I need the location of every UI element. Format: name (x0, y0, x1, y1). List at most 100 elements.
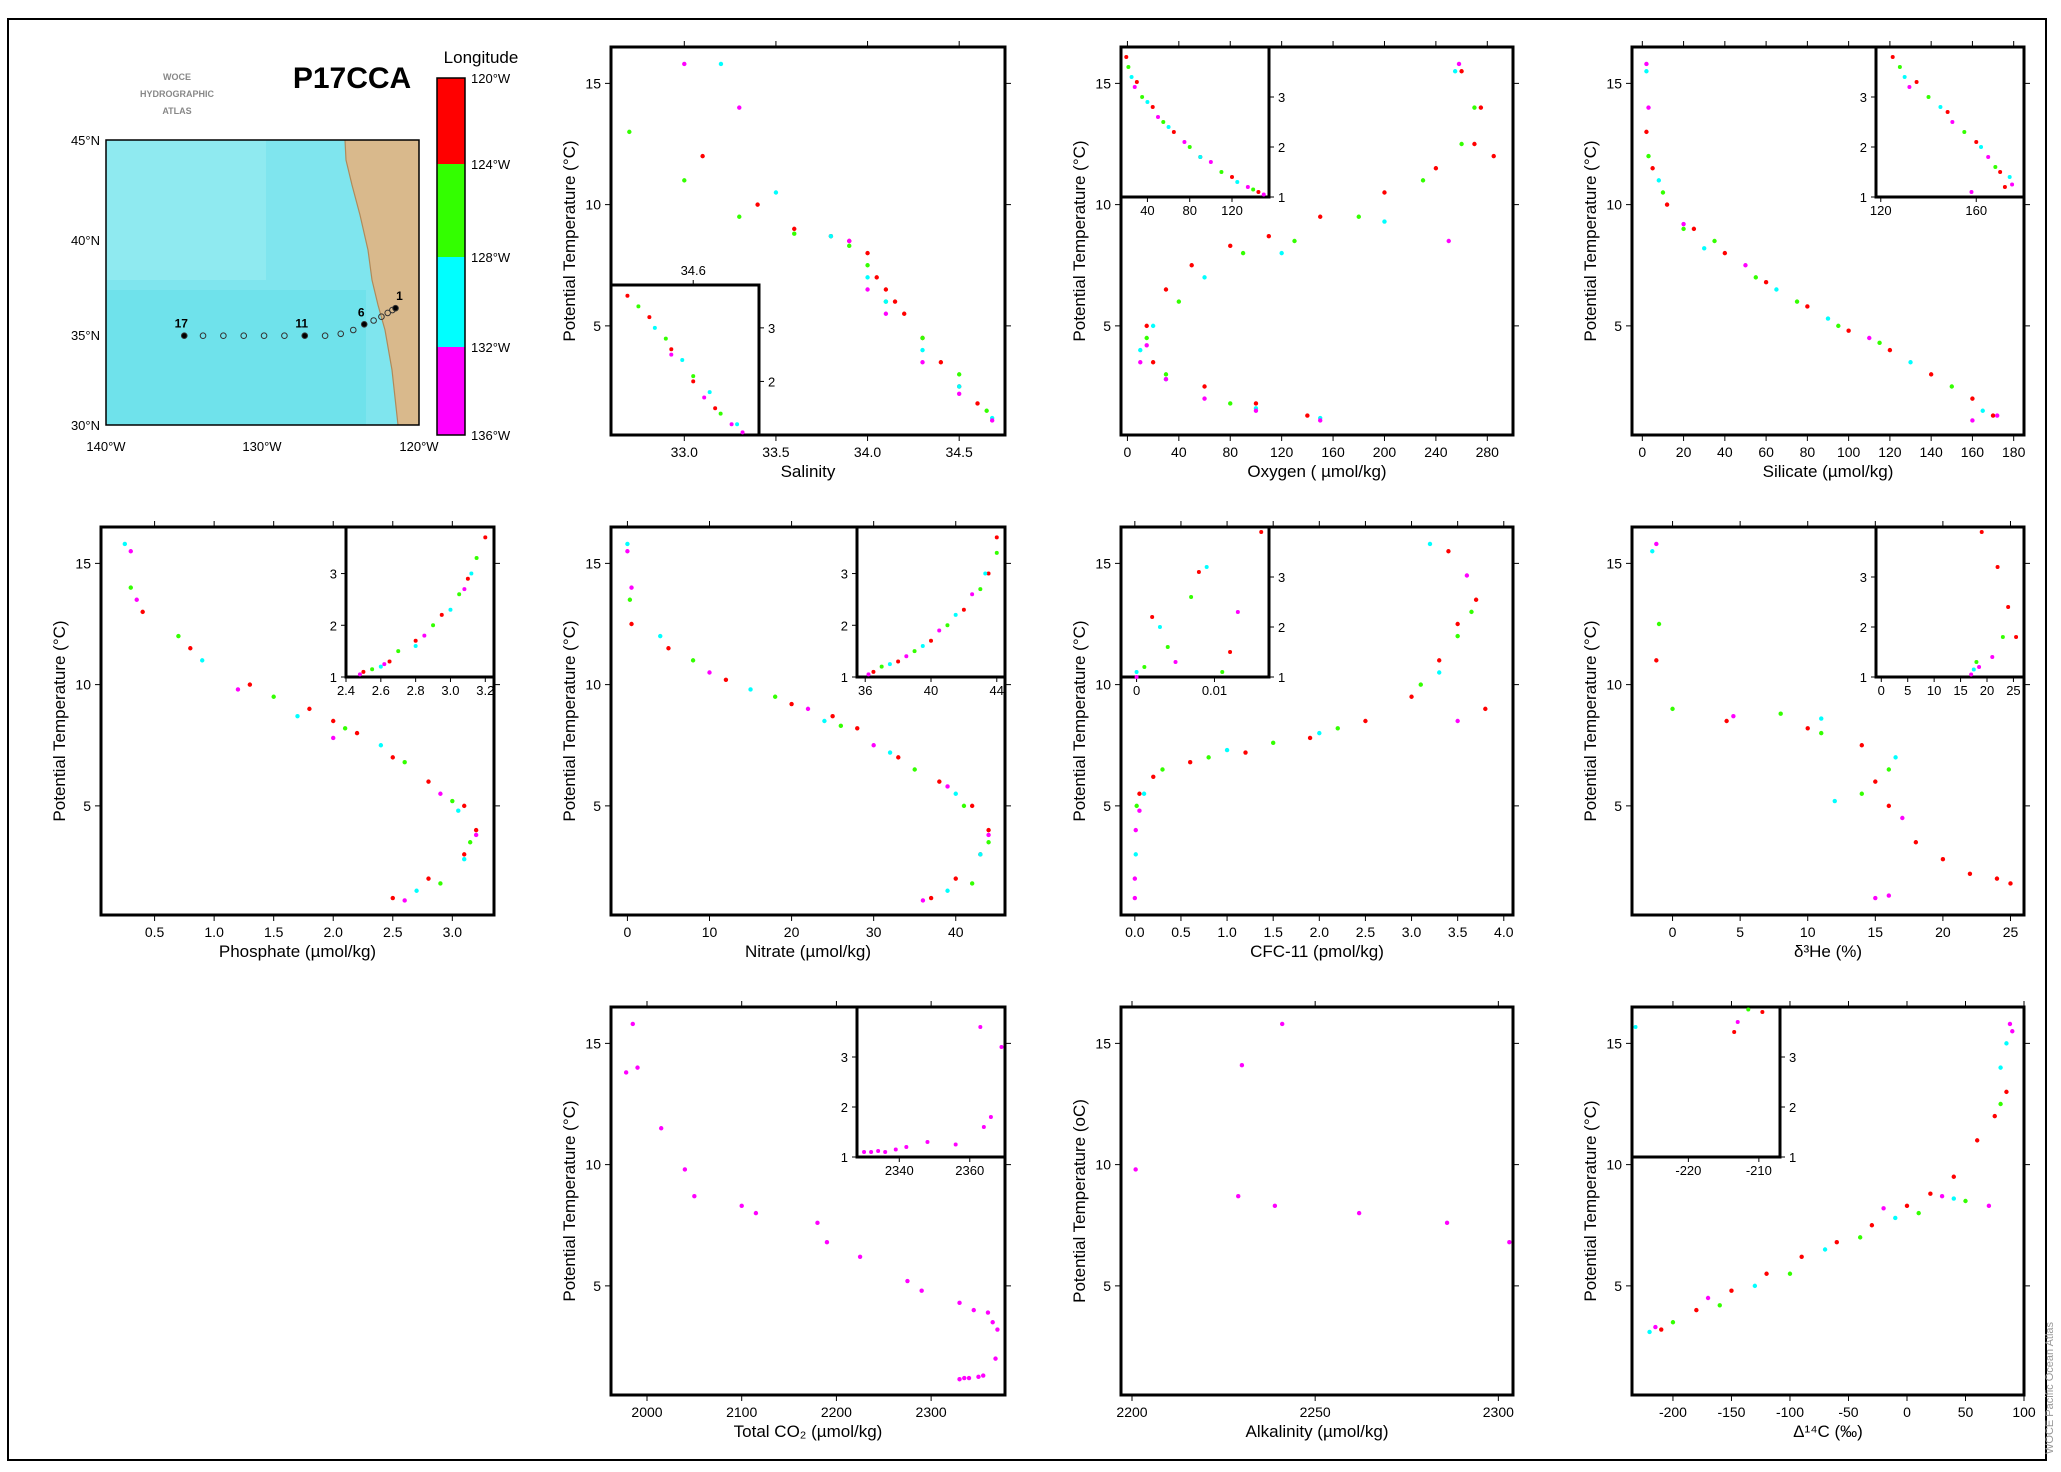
data-point (1940, 857, 1946, 862)
inset-data-point (1173, 660, 1178, 664)
inset-data-point (1993, 165, 1998, 169)
data-point (1305, 413, 1310, 418)
x-axis-label: Δ¹⁴C (‰) (1793, 1422, 1863, 1441)
x-tick-label: 2.5 (1356, 924, 1376, 940)
data-point (772, 694, 778, 699)
data-point (1472, 141, 1477, 147)
y-axis-label: Potential Temperature (°C) (1070, 620, 1089, 821)
inset-y-tick-label: 3 (1278, 90, 1285, 105)
station-marker (349, 326, 357, 334)
map-lon-label: 140°W (86, 439, 126, 454)
inset-plot: 120 160 1 2 3 (1860, 45, 2026, 218)
x-tick-label: 50 (1958, 1404, 1974, 1420)
data-point (1970, 418, 1975, 423)
x-tick-label: 2300 (916, 1404, 947, 1420)
data-point (390, 755, 395, 760)
y-tick-label: 10 (1095, 677, 1111, 693)
inset-data-point (920, 643, 925, 648)
data-point (331, 718, 336, 724)
inset-y-tick-label: 2 (841, 1100, 848, 1115)
data-point (1805, 726, 1810, 731)
inset-data-point (1228, 650, 1233, 654)
inset-y-tick-label: 3 (841, 1050, 848, 1065)
data-point (962, 1375, 967, 1381)
y-axis-label: Potential Temperature (°C) (1581, 620, 1600, 821)
x-tick-label: 180 (2002, 444, 2026, 460)
data-point (986, 840, 991, 845)
data-point (1659, 1327, 1664, 1332)
inset-y-tick-label: 2 (1789, 1100, 1796, 1115)
data-point (1272, 1203, 1278, 1209)
y-tick-label: 15 (1095, 1035, 1111, 1051)
inset-data-point (953, 1142, 958, 1147)
data-point (986, 832, 991, 838)
data-point (438, 791, 443, 796)
data-point (1928, 1191, 1933, 1196)
station-marker (360, 321, 368, 328)
x-tick-label: 30 (866, 924, 882, 940)
inset-data-point (876, 1149, 881, 1153)
inset-data-point (953, 612, 958, 617)
property-plot-7: 2000 2100 2200 2300 5 10 15 Total CO₂ (µmol/kg)… (560, 1001, 1011, 1441)
inset-x-tick-label: 2.6 (372, 683, 390, 698)
inset-x-tick-label: 160 (1965, 203, 1987, 218)
y-tick-label: 10 (585, 197, 601, 213)
inset-data-point (1890, 55, 1895, 59)
data-point (1459, 69, 1464, 74)
data-point (883, 299, 889, 304)
data-point (1717, 1303, 1722, 1308)
inset-data-point (994, 535, 999, 540)
y-axis-label: Potential Temperature (°C) (1581, 140, 1600, 341)
data-point (1202, 275, 1207, 280)
inset-data-point (413, 638, 418, 643)
inset-data-point (702, 395, 707, 400)
data-point (247, 682, 253, 687)
data-point (2008, 881, 2013, 886)
data-point (1913, 840, 1919, 845)
data-point (1867, 335, 1872, 341)
data-point (1986, 1203, 1992, 1209)
data-point (920, 898, 926, 903)
data-point (847, 243, 852, 249)
data-point (1998, 1065, 2003, 1070)
y-tick-label: 15 (75, 555, 91, 571)
data-point (1869, 1223, 1875, 1228)
inset-data-point (1962, 130, 1967, 134)
colorbar-band-132-136 (437, 347, 465, 435)
data-point (1887, 347, 1893, 353)
data-point (871, 743, 876, 748)
x-tick-label: 0 (1638, 444, 1646, 460)
inset-plot: 0 0.01 1 2 3 (1119, 525, 1285, 698)
inset-data-point (879, 664, 884, 669)
inset-data-point (904, 1145, 909, 1149)
station-label: 11 (295, 317, 308, 331)
data-point (402, 898, 407, 903)
y-tick-label: 10 (1095, 197, 1111, 213)
data-point (1433, 166, 1439, 171)
data-point (1881, 1206, 1886, 1211)
data-point (1660, 190, 1666, 195)
data-point (1478, 105, 1484, 110)
x-tick-label: 2100 (726, 1404, 757, 1420)
data-point (855, 726, 860, 731)
colorbar-tick-label: 128°W (471, 250, 511, 265)
map-lon-label: 120°W (399, 439, 439, 454)
inset-y-tick-label: 2 (330, 618, 337, 633)
inset-x-tick-label: 0 (1133, 683, 1140, 698)
inset-data-point (1134, 675, 1139, 679)
data-point (629, 585, 634, 590)
data-point (666, 646, 671, 651)
data-point (1455, 621, 1460, 627)
data-point (462, 857, 467, 862)
y-tick-label: 10 (1606, 197, 1622, 213)
data-point (1132, 876, 1138, 881)
data-point (1459, 141, 1464, 147)
data-point (426, 876, 431, 881)
y-tick-label: 5 (1614, 318, 1622, 334)
inset-data-point (999, 1045, 1004, 1049)
data-point (1483, 706, 1488, 712)
colorbar-title: Longitude (444, 48, 519, 67)
inset-data-point (2000, 635, 2005, 639)
